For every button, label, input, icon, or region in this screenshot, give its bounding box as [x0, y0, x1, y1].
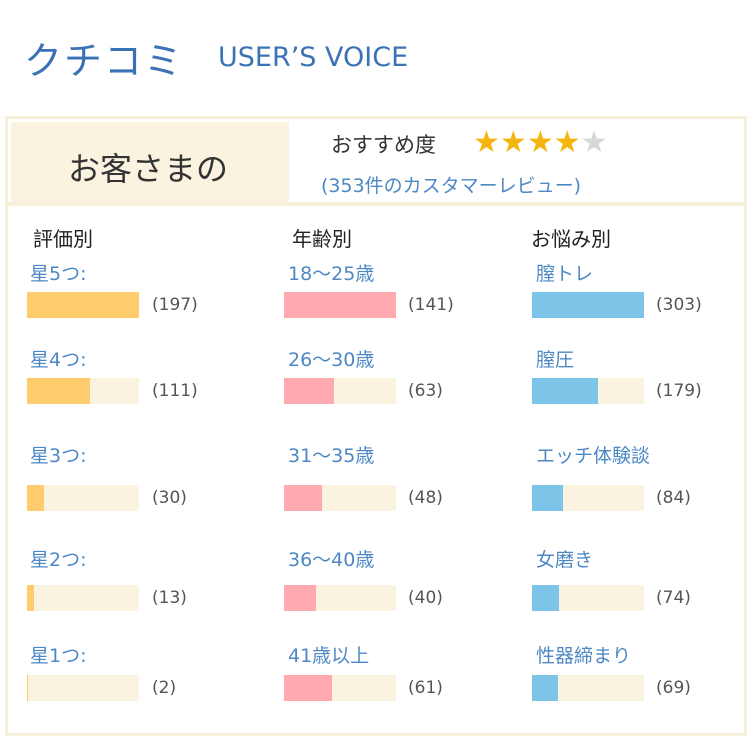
star-filled-icon: ★ — [553, 125, 581, 160]
bar-track — [532, 485, 644, 511]
column-heading-concern: お悩み別 — [531, 227, 611, 251]
review-count-value: (197) — [152, 295, 198, 315]
recommend-label: おすすめ度 — [331, 133, 436, 157]
filter-link-age[interactable]: 18〜25歳 — [288, 263, 375, 285]
rating-stars: ★★★★★ — [473, 125, 608, 160]
bar-fill — [532, 378, 598, 404]
panel-divider — [8, 202, 744, 206]
review-count-value: (69) — [656, 678, 691, 698]
bar-fill — [284, 292, 396, 318]
review-count-value: (74) — [656, 588, 691, 608]
review-count-value: (111) — [152, 381, 198, 401]
review-count-value: (48) — [408, 488, 443, 508]
review-count-value: (30) — [152, 488, 187, 508]
star-filled-icon: ★ — [499, 125, 527, 160]
star-filled-icon: ★ — [526, 125, 554, 160]
bar-fill — [27, 485, 44, 511]
filter-link-age[interactable]: 41歳以上 — [288, 645, 370, 667]
review-count-value: (63) — [408, 381, 443, 401]
customers-label: お客さまの — [68, 150, 229, 188]
bar-track — [532, 585, 644, 611]
filter-link-concern[interactable]: 膣トレ — [536, 263, 594, 285]
bar-fill — [532, 675, 558, 701]
bar-track — [284, 585, 396, 611]
bar-fill — [284, 378, 334, 404]
bar-track — [284, 378, 396, 404]
review-count-value: (84) — [656, 488, 691, 508]
bar-fill — [284, 675, 332, 701]
review-count[interactable]: (353件のカスタマーレビュー) — [321, 175, 582, 197]
review-panel: お客さまの おすすめ度 ★★★★★ (353件のカスタマーレビュー) 評価別 年… — [5, 116, 747, 736]
page-title: クチコミ — [24, 39, 185, 83]
bar-track — [27, 485, 139, 511]
filter-link-rating[interactable]: 星5つ: — [30, 263, 87, 285]
filter-link-age[interactable]: 36〜40歳 — [288, 549, 375, 571]
review-count-value: (61) — [408, 678, 443, 698]
bar-fill — [532, 585, 559, 611]
recommendation-box: おすすめ度 ★★★★★ (353件のカスタマーレビュー) — [301, 119, 741, 199]
bar-track — [532, 675, 644, 701]
bar-fill — [284, 485, 322, 511]
review-count-value: (2) — [152, 678, 177, 698]
bar-fill — [532, 292, 644, 318]
review-count-value: (179) — [656, 381, 702, 401]
bar-fill — [284, 585, 316, 611]
filter-link-age[interactable]: 26〜30歳 — [288, 349, 375, 371]
bar-track — [27, 378, 139, 404]
bar-fill — [27, 675, 28, 701]
filter-link-rating[interactable]: 星3つ: — [30, 445, 87, 467]
review-count-value: (141) — [408, 295, 454, 315]
column-heading-age: 年齢別 — [292, 227, 352, 251]
bar-track — [284, 292, 396, 318]
bar-track — [27, 292, 139, 318]
bar-track — [27, 675, 139, 701]
star-filled-icon: ★ — [473, 125, 500, 160]
filter-link-concern[interactable]: 性器締まり — [536, 645, 632, 667]
filter-link-rating[interactable]: 星1つ: — [30, 645, 87, 667]
bar-track — [532, 378, 644, 404]
filter-link-concern[interactable]: エッチ体験談 — [536, 445, 651, 467]
bar-fill — [27, 378, 90, 404]
column-heading-rating: 評価別 — [33, 227, 93, 251]
bar-fill — [27, 292, 139, 318]
summary-header: お客さまの — [11, 122, 289, 202]
star-empty-icon: ★ — [580, 125, 608, 160]
bar-track — [284, 675, 396, 701]
filter-link-concern[interactable]: 膣圧 — [536, 349, 575, 371]
filter-link-rating[interactable]: 星2つ: — [30, 549, 87, 571]
bar-track — [284, 485, 396, 511]
page-subtitle: USER’S VOICE — [218, 42, 409, 73]
bar-fill — [27, 585, 34, 611]
bar-track — [27, 585, 139, 611]
review-count-value: (13) — [152, 588, 187, 608]
bar-track — [532, 292, 644, 318]
review-count-value: (303) — [656, 295, 702, 315]
bar-fill — [532, 485, 563, 511]
review-count-value: (40) — [408, 588, 443, 608]
filter-link-age[interactable]: 31〜35歳 — [288, 445, 375, 467]
filter-link-rating[interactable]: 星4つ: — [30, 349, 87, 371]
filter-link-concern[interactable]: 女磨き — [536, 549, 594, 571]
